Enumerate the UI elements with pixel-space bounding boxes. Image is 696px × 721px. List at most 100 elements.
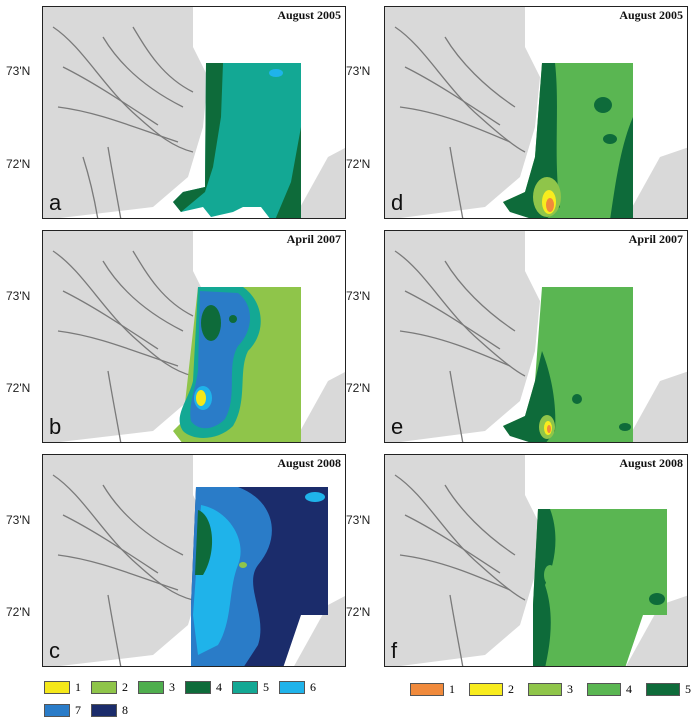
region-class-5 — [619, 423, 631, 431]
map-panel-a: August 2005 a — [42, 6, 346, 219]
panel-date: August 2005 — [277, 8, 341, 22]
land-base — [385, 231, 687, 442]
region-class-5 — [594, 97, 612, 113]
region-class-4 — [201, 305, 221, 341]
region-class-6 — [269, 69, 283, 77]
latitude-label-72n: 72'N — [346, 381, 371, 395]
legend-left-row-2: 7 8 — [44, 703, 138, 718]
region-class-5 — [649, 593, 665, 605]
legend-label: 3 — [567, 682, 573, 696]
map-graphic — [43, 231, 345, 442]
legend-left-row-1: 1 2 3 4 5 6 — [44, 680, 326, 695]
legend-label: 8 — [122, 703, 128, 717]
panel-letter: a — [49, 190, 62, 215]
region-class-5 — [533, 509, 556, 666]
panel-date: August 2008 — [277, 456, 341, 470]
panel-letter: d — [391, 190, 404, 215]
latitude-label-72n: 72'N — [346, 157, 371, 171]
land-base — [43, 455, 345, 666]
region-class-2 — [239, 562, 247, 568]
region-class-4 — [173, 63, 223, 212]
latitude-label-72n: 72'N — [346, 605, 371, 619]
map-graphic — [385, 231, 687, 442]
latitude-label-73n: 73'N — [6, 513, 31, 527]
legend-label: 4 — [216, 680, 222, 694]
region-class-1 — [547, 425, 551, 433]
legend-item: 1 — [44, 680, 81, 695]
legend-label: 5 — [263, 680, 269, 694]
latitude-label-73n: 73'N — [346, 64, 371, 78]
legend-label: 6 — [310, 680, 316, 694]
legend-swatch — [138, 681, 164, 694]
land-base — [385, 7, 687, 218]
legend-swatch — [410, 683, 444, 696]
legend-item: 5 — [232, 680, 269, 695]
legend-swatch — [232, 681, 258, 694]
legend-swatch — [91, 704, 117, 717]
legend-swatch — [469, 683, 503, 696]
legend-label: 7 — [75, 703, 81, 717]
panel-letter: f — [391, 638, 398, 663]
region-class-4 — [195, 510, 213, 575]
land-base — [43, 231, 345, 442]
legend-swatch — [279, 681, 305, 694]
legend-label: 1 — [449, 682, 455, 696]
legend-swatch — [528, 683, 562, 696]
map-panel-c: August 2008 c — [42, 454, 346, 667]
legend-item: 2 — [91, 680, 128, 695]
map-panel-b: April 2007 b — [42, 230, 346, 443]
legend-right: 1 2 3 4 5 — [410, 682, 696, 697]
legend-swatch — [44, 704, 70, 717]
latitude-label-73n: 73'N — [346, 513, 371, 527]
legend-swatch — [44, 681, 70, 694]
legend-swatch — [587, 683, 621, 696]
legend-label: 2 — [122, 680, 128, 694]
panel-letter: b — [49, 414, 62, 439]
legend-label: 1 — [75, 680, 81, 694]
legend-swatch — [185, 681, 211, 694]
panel-letter: e — [391, 414, 404, 439]
region-class-1 — [546, 198, 554, 212]
map-panel-e: April 2007 e — [384, 230, 688, 443]
legend-item: 3 — [138, 680, 175, 695]
region-class-4 — [275, 127, 301, 218]
latitude-label-72n: 72'N — [6, 157, 31, 171]
panel-date: April 2007 — [286, 232, 341, 246]
legend-item: 6 — [279, 680, 316, 695]
latitude-label-72n: 72'N — [6, 605, 31, 619]
map-graphic — [385, 7, 687, 218]
legend-swatch — [646, 683, 680, 696]
region-class-5 — [572, 394, 582, 404]
legend-item: 4 — [587, 682, 632, 697]
legend-label: 5 — [685, 682, 691, 696]
panel-date: August 2005 — [619, 8, 683, 22]
map-graphic — [43, 7, 345, 218]
region-class-4 — [229, 315, 237, 323]
region-class-6 — [305, 492, 325, 502]
region-class-4 — [544, 565, 556, 585]
region-class-1 — [196, 390, 206, 406]
land-base — [385, 455, 687, 666]
legend-item: 2 — [469, 682, 514, 697]
latitude-label-73n: 73'N — [6, 289, 31, 303]
map-graphic — [385, 455, 687, 666]
latitude-label-72n: 72'N — [6, 381, 31, 395]
land-base — [43, 7, 345, 218]
legend-label: 4 — [626, 682, 632, 696]
map-graphic — [43, 455, 345, 666]
region-class-5 — [603, 134, 617, 144]
region-class-5 — [610, 117, 633, 218]
legend-item: 7 — [44, 703, 81, 718]
legend-item: 3 — [528, 682, 573, 697]
latitude-label-73n: 73'N — [346, 289, 371, 303]
map-panel-d: August 2005 d — [384, 6, 688, 219]
latitude-label-73n: 73'N — [6, 64, 31, 78]
map-panel-f: August 2008 f — [384, 454, 688, 667]
legend-label: 3 — [169, 680, 175, 694]
panel-letter: c — [49, 638, 60, 663]
legend-item: 4 — [185, 680, 222, 695]
panel-date: April 2007 — [628, 232, 683, 246]
legend-item: 8 — [91, 703, 128, 718]
legend-item: 5 — [646, 682, 691, 697]
region-class-4 — [533, 509, 667, 666]
